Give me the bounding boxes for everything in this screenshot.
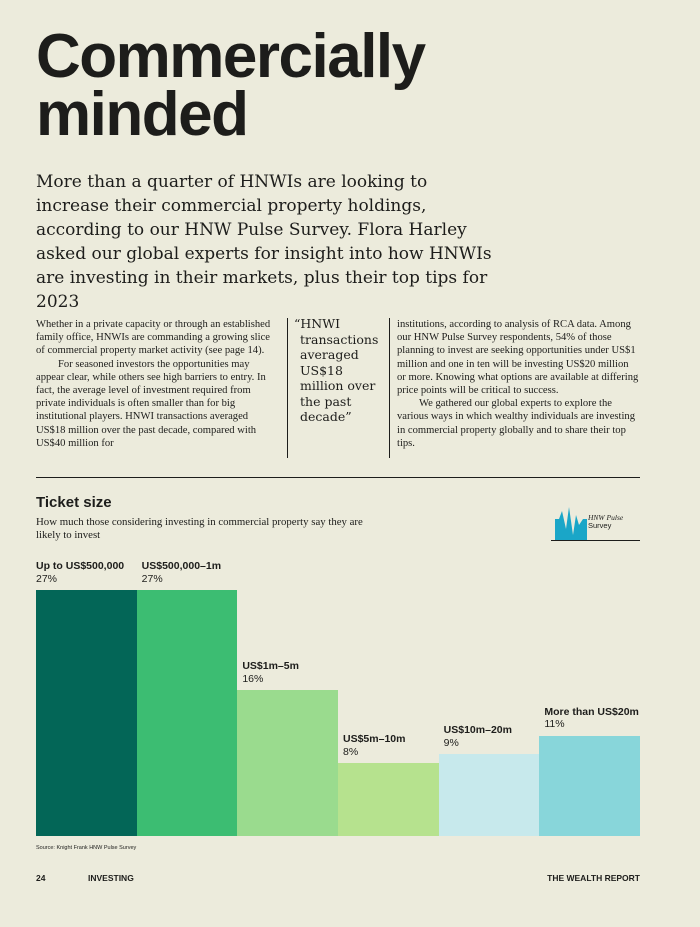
bar-1	[36, 590, 137, 836]
bar-label-2: US$500,000–1m 27%	[142, 560, 221, 585]
bar-category-label: More than US$20m	[544, 705, 639, 718]
pulse-survey-logo-icon	[555, 507, 587, 541]
body-paragraph: institutions, according to analysis of R…	[397, 319, 639, 397]
logo-line-2: Survey	[588, 521, 612, 530]
bar-label-6: More than US$20m 11%	[544, 706, 639, 731]
body-paragraph: Whether in a private capacity or through…	[36, 319, 271, 357]
logo-underline	[551, 540, 640, 541]
section-name: INVESTING	[88, 873, 134, 883]
title-line-2: minded	[36, 80, 249, 149]
bar-label-4: US$5m–10m 8%	[343, 733, 405, 758]
body-column-3: institutions, according to analysis of R…	[397, 318, 639, 450]
bar-4	[338, 763, 439, 836]
bar-value-label: 11%	[544, 718, 565, 731]
bar-category-label: US$5m–10m	[343, 733, 406, 746]
bar-3	[237, 690, 338, 836]
chart-title: Ticket size	[36, 494, 112, 511]
bar-category-label: US$10m–20m	[443, 724, 512, 736]
page-title: Commercially minded	[36, 26, 426, 146]
body-column-1: Whether in a private capacity or through…	[36, 318, 278, 450]
bar-category-label: Up to US$500,000	[36, 560, 125, 572]
bar-value-label: 16%	[242, 672, 264, 685]
bar-label-5: US$10m–20m 9%	[444, 724, 512, 749]
title-line-1: Commercially	[36, 22, 426, 91]
bar-value-label: 27%	[141, 572, 163, 585]
body-paragraph: For seasoned investors the opportunities…	[36, 358, 266, 449]
pulse-survey-logo-text: HNW Pulse Survey	[588, 514, 623, 530]
chart-source: Source: Knight Frank HNW Pulse Survey	[36, 845, 137, 851]
bar-label-1: Up to US$500,000 27%	[36, 560, 124, 585]
bar-category-label: US$500,000–1m	[141, 560, 222, 572]
bar-6	[539, 735, 640, 836]
bar-2	[136, 590, 238, 836]
bar-label-3: US$1m–5m 16%	[242, 660, 299, 685]
chart-subtitle: How much those considering investing in …	[36, 516, 363, 541]
column-divider	[287, 318, 288, 458]
publication-name: THE WEALTH REPORT	[547, 873, 640, 883]
column-divider	[389, 318, 390, 458]
body-paragraph: We gathered our global experts to explor…	[397, 398, 636, 449]
logo-line-1: HNW Pulse	[588, 513, 624, 522]
pull-quote: “HNWI transactions averaged US$18 millio…	[294, 316, 379, 424]
bar-5	[438, 754, 540, 836]
bar-value-label: 9%	[443, 736, 459, 749]
section-divider	[36, 477, 640, 478]
bar-value-label: 27%	[36, 572, 58, 585]
pulse-logo-shape	[555, 507, 587, 541]
page-number: 24	[36, 873, 46, 883]
standfirst: More than a quarter of HNWIs are looking…	[36, 172, 492, 312]
bar-value-label: 8%	[343, 745, 359, 758]
bar-category-label: US$1m–5m	[242, 660, 299, 673]
